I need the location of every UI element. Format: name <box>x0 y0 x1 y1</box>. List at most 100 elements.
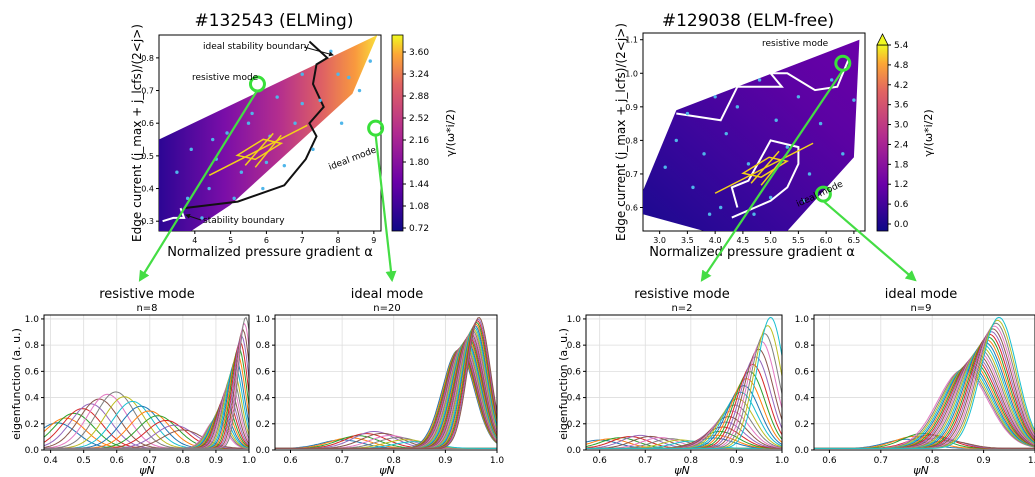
scan-point <box>818 121 823 126</box>
x-tick-label: 0.5 <box>77 456 91 466</box>
heatmap-elm-free: 3.0 3.5 4.0 4.5 5.0 5.5 6.0 6.5 0.6 0.7 0.8 0.9 1.0… <box>614 23 935 260</box>
heatmap2-x-ticks: 3.0 3.5 4.0 4.5 5.0 5.5 6.0 6.5 <box>653 231 860 245</box>
scan-point <box>802 199 806 203</box>
panel1-title: resistive mode <box>99 287 195 302</box>
x-tick-label: 0.7 <box>638 456 652 466</box>
x-tick-label: 0.4 <box>43 456 58 466</box>
chart1-title: #132543 (ELMing) <box>195 11 354 31</box>
eigenfunction-line <box>814 341 1035 449</box>
panel3-subtitle: n=2 <box>671 303 692 314</box>
x-tick-label: 4.5 <box>737 236 750 245</box>
heatmap2-lower-boundary-line <box>730 139 800 219</box>
x-tick-label: 0.7 <box>874 456 888 466</box>
x-tick-label: 1.0 <box>1028 456 1035 466</box>
panel1-x-label: ψN <box>139 464 155 477</box>
mode-arrow <box>700 69 844 282</box>
x-tick-label: 9 <box>371 236 376 245</box>
y-tick-label: 0.9 <box>625 103 638 112</box>
scan-point <box>735 105 740 109</box>
scan-point <box>339 121 344 125</box>
panel-resistive-n8: 0.4 0.5 0.6 0.7 0.8 0.9 1.0 0.0 0.2 0.4 0.6 0.8 1.0 <box>25 314 256 466</box>
y-tick-label: 0.4 <box>141 185 154 194</box>
scan-point <box>746 162 751 166</box>
scan-point <box>239 170 244 174</box>
panel-frame <box>813 314 1035 451</box>
x-tick-label: 0.9 <box>976 456 991 466</box>
colorbar1-label: γ/(ω*i/2) <box>444 109 457 156</box>
panel-frame <box>43 314 250 451</box>
y-tick-label: 0.4 <box>567 394 582 404</box>
colorbar2-label: γ/(ω*i/2) <box>922 109 935 156</box>
x-tick-label: 3.5 <box>681 236 694 245</box>
x-tick-label: 0.8 <box>925 456 940 466</box>
x-tick-label: 0.9 <box>729 456 744 466</box>
scan-point <box>175 170 179 174</box>
x-tick-label: 3.0 <box>653 236 666 245</box>
scan-point <box>830 78 834 82</box>
y-tick-label: 1.0 <box>567 315 582 325</box>
heatmap1-annotation-stability: stability boundary <box>203 216 285 226</box>
y-tick-label: 0.2 <box>795 420 809 430</box>
y-tick-label: 0.6 <box>795 367 810 377</box>
panel3-title: resistive mode <box>634 287 730 302</box>
colorbar-tick-label: 2.4 <box>894 140 909 150</box>
curves <box>44 316 249 449</box>
scan-point <box>293 121 297 125</box>
x-tick-label: 0.8 <box>176 456 191 466</box>
y-tick-label: 0.0 <box>25 446 40 456</box>
heatmap1-x-ticks: 4 5 6 7 8 9 <box>192 231 376 245</box>
scan-point <box>275 95 279 99</box>
colorbar2-extend-triangle <box>876 33 889 46</box>
x-tick-label: 0.6 <box>822 456 837 466</box>
panel-resistive-n2: 0.6 0.7 0.8 0.9 1.0 0.0 0.2 0.4 0.6 0.8 1.0 <box>567 314 790 466</box>
colorbar2 <box>876 44 889 232</box>
heatmap2-annotation-resistive: resistive mode <box>762 39 829 49</box>
heatmap1-annotation-resistive: resistive mode <box>192 73 259 83</box>
scan-point <box>785 145 789 149</box>
colorbar-tick-label: 1.8 <box>894 160 909 170</box>
colorbar-tick-label: 2.88 <box>409 92 429 102</box>
x-tick-label: 5.0 <box>764 236 777 245</box>
resistive-mode-marker-2 <box>834 54 852 72</box>
y-tick-label: 0.7 <box>625 170 638 179</box>
scan-point <box>807 172 812 176</box>
colorbar1-ticks: 3.60 3.24 2.88 2.52 2.16 1.80 1.44 1.08 0.72 <box>403 48 429 234</box>
scan-point <box>318 98 322 103</box>
mode-arrow <box>374 134 397 283</box>
y-tick-label: 0.0 <box>795 446 810 456</box>
colorbar-tick-label: 4.8 <box>894 61 909 71</box>
y-tick-label: 0.6 <box>567 367 582 377</box>
y-tick-label: 1.0 <box>625 69 638 78</box>
scan-point <box>261 186 265 191</box>
scan-point <box>768 195 773 200</box>
eigenfunction-line <box>44 316 249 449</box>
mode-arrow <box>822 200 917 282</box>
scan-point <box>232 196 236 201</box>
eigenfunction-line <box>586 356 782 449</box>
scan-point <box>852 98 856 102</box>
x-tick-label: 0.8 <box>684 456 699 466</box>
colorbar-tick-label: 2.16 <box>409 136 429 146</box>
scan-point <box>311 147 315 152</box>
scan-point <box>685 111 690 116</box>
ideal-stability-boundary-line <box>183 40 329 210</box>
scan-point <box>774 118 778 122</box>
heatmap1-annotation-ideal: ideal mode <box>327 145 378 172</box>
scan-point <box>691 185 695 190</box>
scan-point <box>724 131 728 136</box>
panel1-y-label: eigenfunction (a. u.) <box>10 328 23 440</box>
scan-point <box>368 59 372 63</box>
panel4-x-label: ψN <box>913 464 929 477</box>
y-tick-label: 0.6 <box>256 367 271 377</box>
x-tick-label: 6.0 <box>820 236 833 245</box>
y-tick-label: 0.8 <box>141 54 154 63</box>
panel4-title: ideal mode <box>885 287 957 302</box>
scan-point <box>282 163 287 168</box>
x-tick-label: 1.0 <box>775 456 790 466</box>
scan-point <box>663 165 667 169</box>
heatmap1-stability-boundary-arrow <box>185 213 202 221</box>
y-tick-label: 0.6 <box>25 367 40 377</box>
y-tick-label: 0.8 <box>567 341 582 351</box>
colorbar-tick-label: 4.2 <box>894 81 908 91</box>
y-tick-label: 1.0 <box>25 315 40 325</box>
